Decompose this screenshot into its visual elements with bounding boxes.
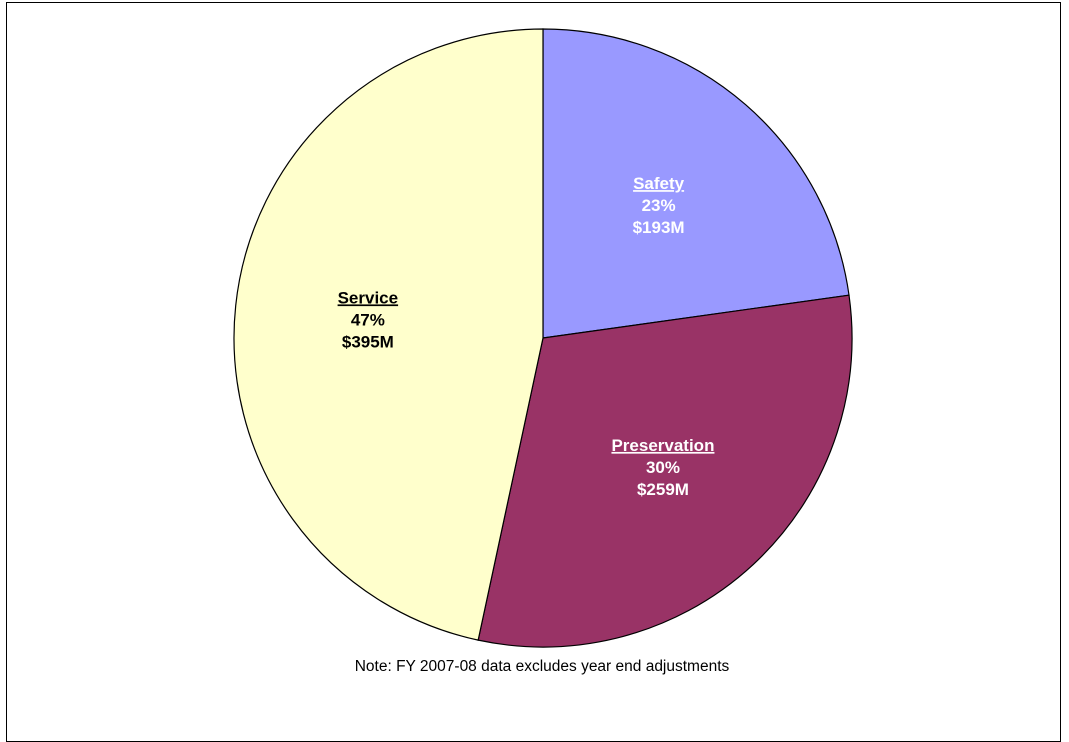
- slice-label-name-service: Service: [338, 288, 399, 307]
- slice-label-name-preservation: Preservation: [611, 436, 714, 455]
- slice-label-percent-preservation: 30%: [646, 458, 680, 477]
- slice-label-amount-preservation: $259M: [637, 480, 689, 499]
- pie-slices: [233, 28, 853, 648]
- pie-slice-service: [233, 28, 544, 641]
- slice-label-percent-safety: 23%: [642, 196, 676, 215]
- pie-labels: Safety 23% $193M Preservation 30% $259M Servi…: [338, 174, 715, 499]
- slice-label-amount-service: $395M: [342, 332, 394, 351]
- pie-slice-preservation: [477, 294, 853, 648]
- slice-label-amount-safety: $193M: [633, 218, 685, 237]
- slice-label-percent-service: 47%: [351, 310, 385, 329]
- pie-slice-safety: [542, 28, 850, 339]
- chart-note: Note: FY 2007-08 data excludes year end …: [355, 658, 730, 675]
- slice-label-name-safety: Safety: [633, 174, 685, 193]
